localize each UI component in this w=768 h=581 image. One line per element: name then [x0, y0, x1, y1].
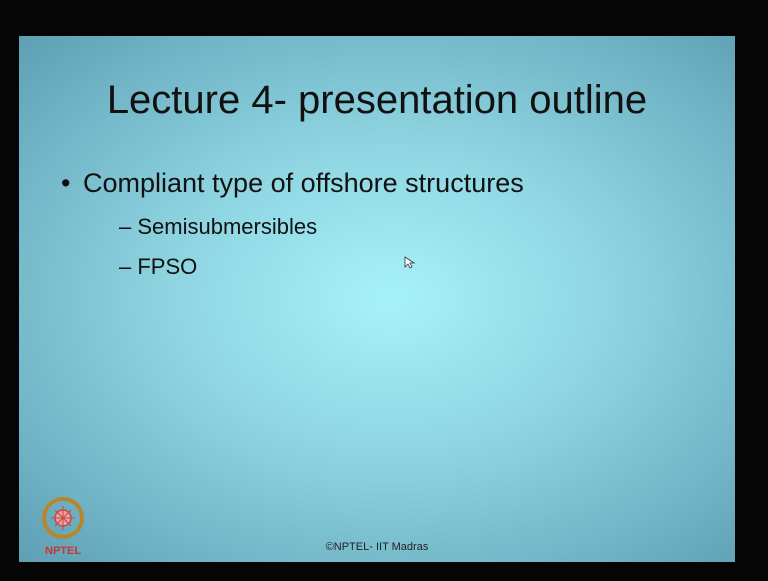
- sub-bullet: – Semisubmersibles: [119, 214, 318, 239]
- logo-text: NPTEL: [45, 545, 82, 557]
- bullet: • Compliant type of offshore structures: [61, 168, 524, 198]
- slide: Lecture 4- presentation outline • Complia…: [19, 36, 735, 562]
- sub-bullet-text: FPSO: [137, 254, 198, 279]
- sub-bullet-text: Semisubmersibles: [137, 214, 318, 239]
- slide-title: Lecture 4- presentation outline: [106, 78, 648, 122]
- footer: ©NPTEL- IIT Madras: [325, 541, 429, 553]
- logo: [42, 497, 84, 539]
- bullet-text: Compliant type of offshore structures: [83, 168, 524, 198]
- sub-bullet: – FPSO: [119, 254, 198, 279]
- cursor: [404, 256, 416, 269]
